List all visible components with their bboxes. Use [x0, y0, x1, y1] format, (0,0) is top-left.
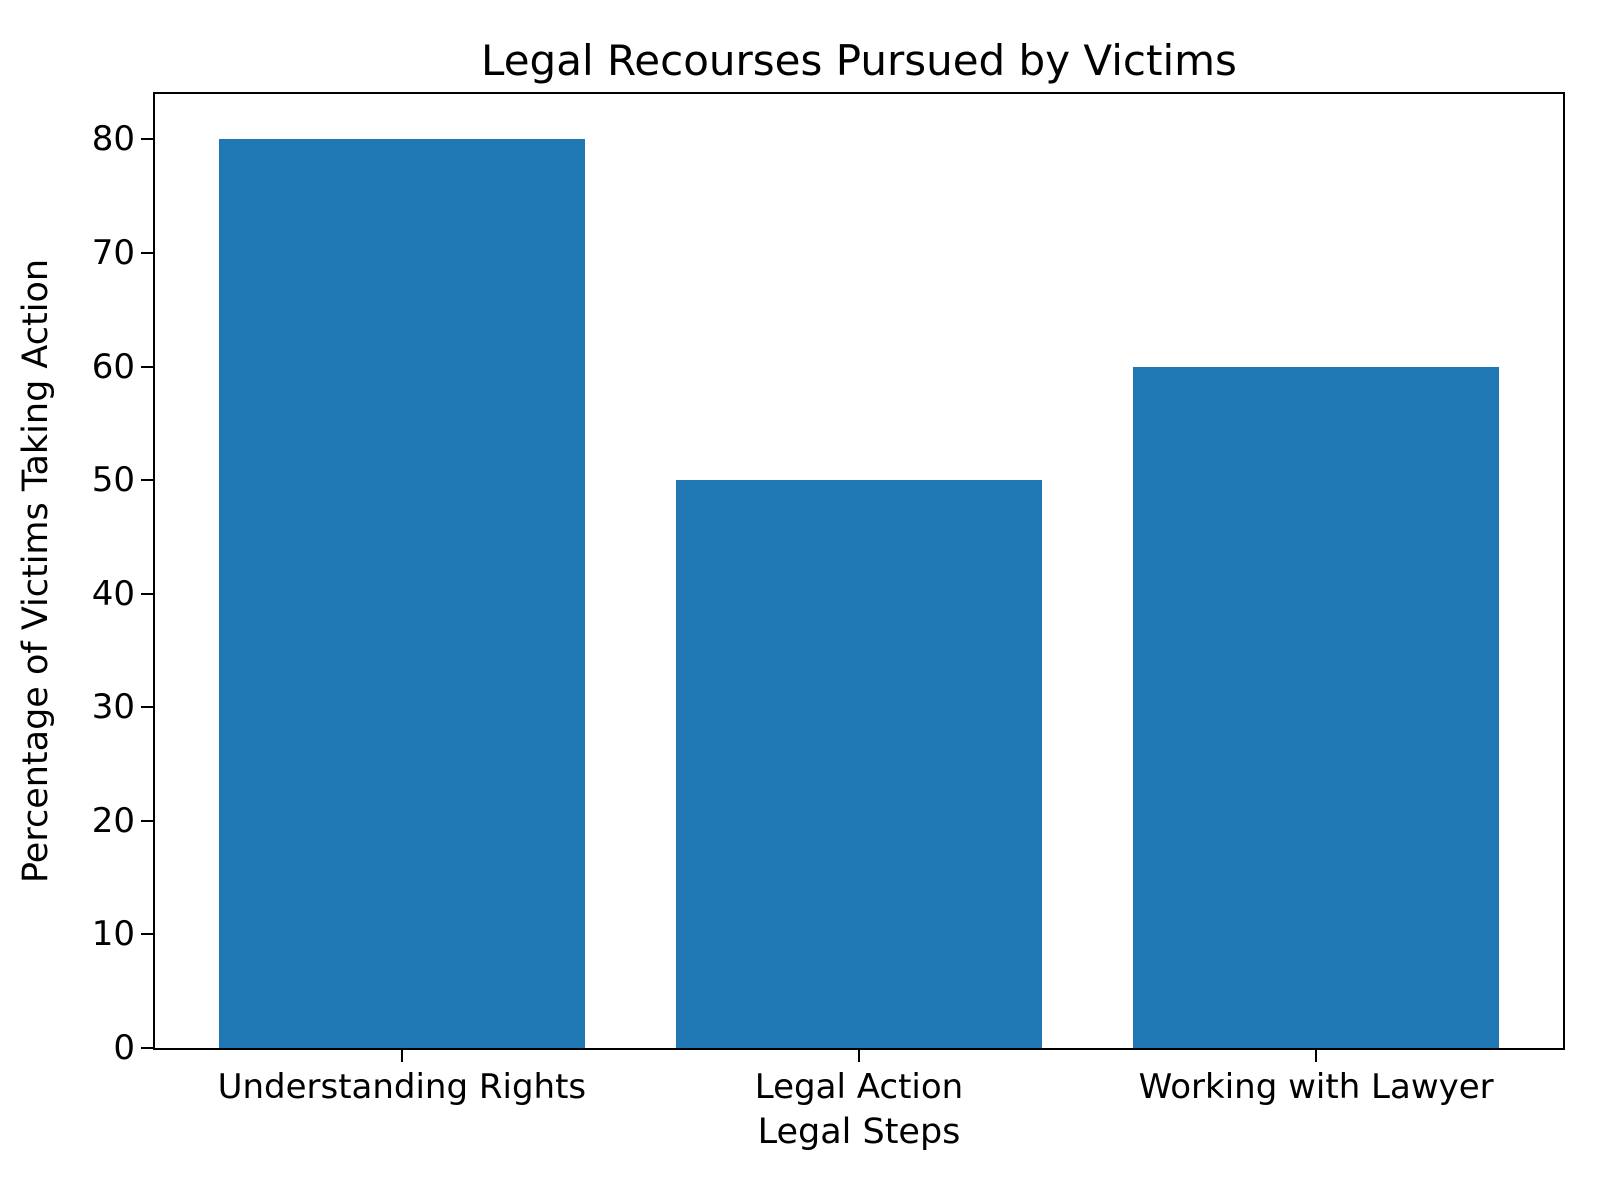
x-tick-label-working-with-lawyer: Working with Lawyer — [1138, 1067, 1494, 1107]
y-tick-label-80: 80 — [91, 119, 135, 160]
y-tick-mark-0 — [141, 1047, 153, 1049]
y-tick-mark-10 — [141, 933, 153, 936]
x-tick-label-understanding-rights: Understanding Rights — [217, 1067, 587, 1107]
chart-title: Legal Recourses Pursued by Victims — [481, 36, 1237, 85]
bar-understanding-rights — [219, 139, 585, 1048]
plot-area — [153, 92, 1565, 1050]
x-tick-mark-working-with-lawyer — [1315, 1050, 1318, 1062]
y-tick-mark-80 — [141, 138, 153, 141]
bar-working-with-lawyer — [1133, 366, 1499, 1048]
y-tick-label-70: 70 — [91, 233, 135, 273]
y-tick-mark-40 — [141, 592, 153, 595]
y-tick-label-0: 0 — [113, 1028, 135, 1068]
y-tick-mark-30 — [141, 706, 153, 709]
y-tick-mark-20 — [141, 819, 153, 822]
x-tick-mark-legal-action — [858, 1050, 860, 1062]
y-tick-label-10: 10 — [91, 914, 135, 955]
y-tick-label-60: 60 — [91, 346, 135, 387]
bar-legal-action — [676, 480, 1042, 1048]
x-tick-mark-understanding-rights — [400, 1050, 403, 1062]
y-tick-label-20: 20 — [91, 800, 135, 841]
y-tick-label-50: 50 — [91, 460, 135, 501]
x-axis-label: Legal Steps — [757, 1112, 961, 1152]
y-tick-mark-60 — [141, 365, 153, 368]
y-tick-label-30: 30 — [91, 687, 135, 728]
y-tick-label-40: 40 — [91, 573, 135, 614]
x-tick-label-legal-action: Legal Action — [754, 1067, 964, 1107]
y-tick-mark-50 — [141, 479, 153, 482]
y-tick-mark-70 — [141, 252, 153, 254]
